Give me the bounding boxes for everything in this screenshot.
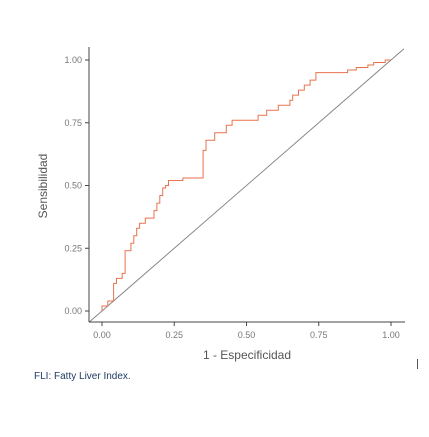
roc-curve-0 — [101, 59, 391, 311]
series-layer — [101, 59, 391, 311]
x-tick-label: 0.00 — [93, 330, 111, 340]
x-tick-label: 0.75 — [310, 330, 328, 340]
x-tick-layer: 0.00 0.25 0.50 0.75 1.00 — [93, 322, 400, 340]
reference-line-layer — [88, 48, 405, 323]
y-tick-label: 0.75 — [64, 118, 82, 128]
y-axis-title: Sensibilidad — [36, 154, 50, 219]
y-tick-label: 0.00 — [64, 306, 82, 316]
y-tick-label: 0.50 — [64, 181, 82, 191]
x-tick-label: 0.50 — [238, 330, 256, 340]
y-tick-label: 1.00 — [64, 55, 82, 65]
reference-diagonal — [88, 48, 405, 323]
y-tick-label: 0.25 — [64, 243, 82, 253]
y-tick-layer: 0.00 0.25 0.50 0.75 1.00 — [64, 55, 89, 316]
edge-mark — [417, 359, 418, 369]
x-axis-title: 1 - Especificidad — [203, 348, 291, 362]
figure-caption: FLI: Fatty Liver Index. — [34, 371, 131, 382]
x-tick-label: 0.25 — [165, 330, 183, 340]
x-tick-label: 1.00 — [382, 330, 400, 340]
